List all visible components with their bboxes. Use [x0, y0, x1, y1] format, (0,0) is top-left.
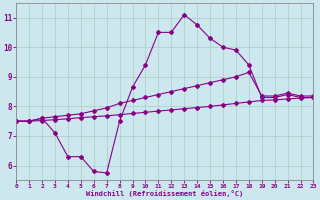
X-axis label: Windchill (Refroidissement éolien,°C): Windchill (Refroidissement éolien,°C) [86, 190, 244, 197]
